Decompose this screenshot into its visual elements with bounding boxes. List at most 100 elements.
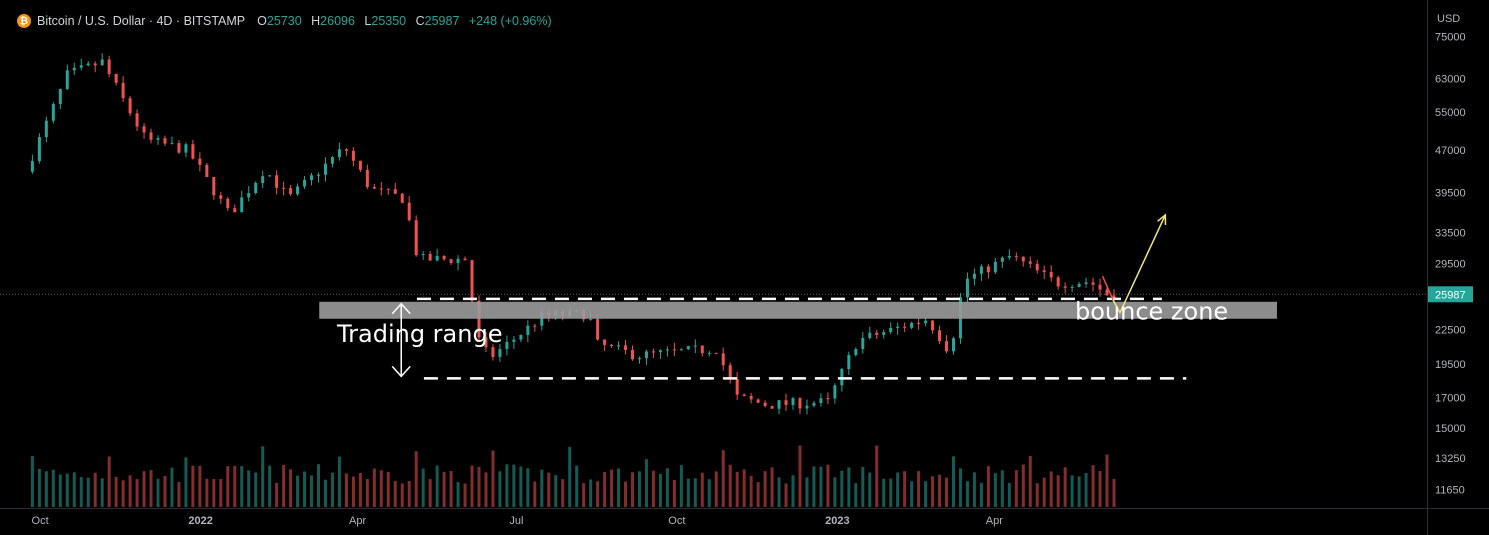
volume-bar [316,464,320,507]
candle-body [149,132,153,140]
price-tick-label: 75000 [1435,31,1466,43]
candle-body [491,347,495,357]
volume-bar [358,473,362,507]
candle-body [1021,256,1025,262]
candle-body [30,161,34,172]
candle-body [519,335,523,340]
candle-body [833,385,837,399]
volume-bar [275,482,279,507]
volume-bar [714,471,718,507]
volume-bar [421,468,425,507]
volume-bar [65,473,69,507]
candle-body [512,339,516,342]
volume-bar [456,482,460,507]
candle-body [624,345,628,350]
candle-body [742,394,746,396]
time-tick-label: 2023 [825,515,849,527]
symbol-title[interactable]: Bitcoin / U.S. Dollar · 4D · BITSTAMP [37,14,246,28]
volume-bar [1007,483,1011,507]
volume-bar [428,479,432,507]
candle-body [972,273,976,279]
price-tick-label: 33500 [1435,227,1466,239]
volume-bar [149,470,153,507]
volume-bar [938,474,942,507]
candle-body [721,353,725,366]
candle-body [924,320,928,324]
candle-body [386,188,390,190]
candle-body [784,400,788,405]
volume-bar [233,465,237,507]
symbol-header: ₿ Bitcoin / U.S. Dollar · 4D · BITSTAMP … [17,12,552,30]
candle-body [1042,270,1046,272]
candle-body [665,349,669,351]
candle-body [707,353,711,355]
current-price-tick-label: 25987 [1435,289,1466,301]
candle-body [505,341,509,350]
candle-body [812,403,816,406]
volume-bar [637,471,641,507]
volume-bar [658,473,662,507]
volume-bar [854,483,858,507]
price-tick-label: 15000 [1435,423,1466,435]
open-value: 25730 [266,14,302,28]
volume-bar [707,479,711,507]
high-value: 26096 [320,14,355,28]
volume-bar [728,464,732,507]
candle-body [310,175,314,181]
candle-body [526,325,530,336]
candle-body [428,253,432,261]
volume-bar [1091,465,1095,507]
candle-body [610,344,614,346]
volume-bar [247,470,251,507]
candle-body [903,326,907,328]
candle-body [135,113,139,127]
volume-bar [1049,471,1053,507]
candle-body [114,73,118,83]
candle-body [1056,277,1060,287]
candle-body [205,164,209,177]
volume-bar [205,478,209,507]
volume-bar [1056,475,1060,507]
candle-body [603,339,607,345]
candle-body [931,320,935,331]
candle-body [337,149,341,158]
volume-bar [617,468,621,507]
volume-bar [505,464,509,507]
volume-bar [798,445,802,507]
candle-body [693,345,697,347]
volume-bar [631,472,635,507]
volume-bar [212,479,216,507]
candle-body [449,259,453,263]
volume-bar [1084,472,1088,507]
volume-bar [121,480,125,507]
candle-body [170,143,174,145]
volume-bar [191,465,195,507]
volume-bar [72,472,76,507]
candle-body [979,266,983,274]
candle-body [498,349,502,357]
volume-bar [344,473,348,507]
price-tick-label: 63000 [1435,74,1466,86]
volume-bar [58,474,62,507]
time-tick-label: Oct [32,515,49,527]
candle-body [72,67,76,71]
candle-body [756,399,760,403]
bounce-zone-rect [319,301,1277,319]
volume-bar [993,473,997,507]
candle-body [861,337,865,350]
candle-body [938,330,942,342]
volume-bar [128,475,132,507]
volume-bar [777,477,781,507]
trading-range-arrow-bottom [391,365,411,378]
volume-bar [693,478,697,507]
candle-body [700,345,704,354]
volume-bar [882,478,886,507]
volume-bar [986,466,990,507]
volume-bar [945,477,949,507]
volume-bar [51,469,55,507]
volume-bar [135,479,139,507]
volume-bar [1063,467,1067,507]
volume-bar [463,483,467,507]
volume-bar [310,475,314,507]
